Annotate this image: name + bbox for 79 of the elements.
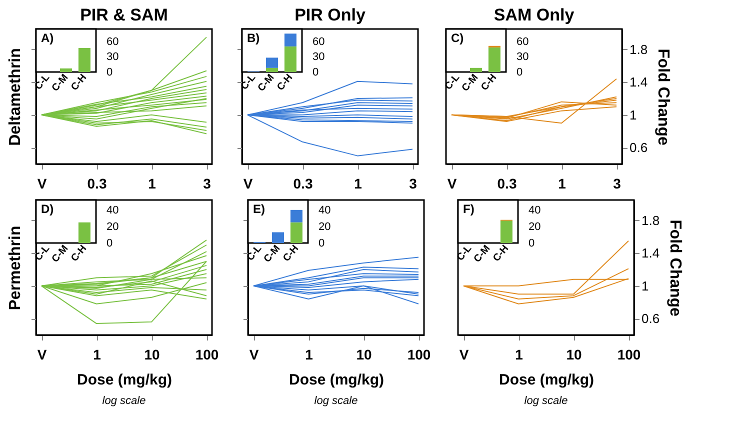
annotation: F) <box>463 202 474 216</box>
x-tick-label: 1 <box>354 176 362 192</box>
y-tick-label: 1 <box>630 107 637 122</box>
x-tick-label: V <box>37 176 48 192</box>
x-tick-label: 3 <box>409 176 418 192</box>
x-tick-label: 1 <box>148 176 156 192</box>
y-tick-label: 1.8 <box>642 212 660 228</box>
x-tick-label: C-H <box>281 243 302 264</box>
text: log scale <box>314 395 358 407</box>
x-tick-label: 10 <box>356 346 372 362</box>
y-tick-label: 1 <box>642 278 649 294</box>
x-axis-title: Dose (mg/kg) <box>288 372 384 388</box>
x-tick-label: C-M <box>472 243 493 265</box>
x-tick-label: C-M <box>50 243 71 265</box>
x-tick-label: C-H <box>491 243 512 264</box>
y-tick-label: 60 <box>312 36 325 48</box>
y-tick-label: 30 <box>106 51 119 64</box>
y-tick-label: 0.6 <box>630 140 648 156</box>
x-tick-label: 0.3 <box>87 176 107 192</box>
x-tick-label: V <box>249 346 260 362</box>
y-tick-label: 0 <box>106 66 113 78</box>
x-axis-title: Dose (mg/kg) <box>498 372 594 388</box>
annotation: E) <box>253 202 266 216</box>
x-tick-label: V <box>459 346 470 362</box>
y-tick-label: 1.8 <box>630 42 648 57</box>
x-tick-label: C-M <box>256 72 277 94</box>
y-tick-label: 0 <box>312 66 319 78</box>
y-tick-label: 0 <box>516 66 523 78</box>
x-tick-label: 3 <box>203 176 212 192</box>
x-tick-label: C-H <box>275 72 296 93</box>
y-tick-label: 20 <box>528 220 541 233</box>
x-tick-label: 10 <box>566 346 582 362</box>
chart-title: PIR Only <box>294 5 366 24</box>
y-tick-label: 0 <box>106 238 113 250</box>
x-tick-label: 100 <box>617 346 641 362</box>
x-tick-label: C-M <box>262 243 283 265</box>
y-tick-label: 30 <box>312 51 325 64</box>
y-tick-label: 0.6 <box>642 311 660 326</box>
y-tick-label: 60 <box>106 36 119 48</box>
y-tick-label: 30 <box>516 51 529 64</box>
y-tick-label: 40 <box>318 204 331 216</box>
y-tick-label: 20 <box>318 220 331 233</box>
y-tick-label: 60 <box>516 36 529 48</box>
y-axis-title: Permethrin <box>7 226 24 310</box>
y-axis-title: Fold Change <box>666 220 684 317</box>
y-axis-title: Deltamethrin <box>7 48 24 146</box>
x-tick-label: 0.3 <box>293 176 313 192</box>
y-tick-label: 1.4 <box>630 74 648 90</box>
x-tick-label: 3 <box>613 176 622 192</box>
x-tick-label: V <box>37 346 48 362</box>
y-tick-label: 20 <box>106 220 119 233</box>
y-tick-label: 0 <box>528 238 535 250</box>
text: log scale <box>102 395 146 407</box>
annotation: D) <box>41 202 54 216</box>
x-tick-label: 1 <box>558 176 566 192</box>
annotation: A) <box>41 31 54 45</box>
x-tick-label: 100 <box>195 346 219 362</box>
y-tick-label: 1.4 <box>642 246 660 261</box>
x-tick-label: V <box>243 176 254 192</box>
x-tick-label: V <box>447 176 458 192</box>
annotation: B) <box>247 31 260 45</box>
text: log scale <box>524 395 568 407</box>
x-tick-label: 1 <box>93 346 102 362</box>
x-tick-label: 100 <box>407 346 431 362</box>
x-axis-title: Dose (mg/kg) <box>76 372 172 388</box>
y-tick-label: 40 <box>528 204 541 216</box>
y-tick-label: 0 <box>318 238 325 250</box>
y-tick-label: 40 <box>106 204 119 216</box>
x-tick-label: 10 <box>144 346 160 362</box>
annotation: C) <box>451 31 464 45</box>
y-axis-title: Fold Change <box>654 48 672 146</box>
x-tick-label: C-H <box>69 243 90 264</box>
x-tick-label: C-H <box>69 72 90 93</box>
chart-title: PIR & SAM <box>80 5 168 24</box>
chart-title: SAM Only <box>494 5 575 24</box>
x-tick-label: C-H <box>479 72 500 93</box>
x-tick-label: C-M <box>50 72 71 94</box>
x-tick-label: C-M <box>460 72 481 94</box>
x-tick-label: 0.3 <box>497 176 517 192</box>
